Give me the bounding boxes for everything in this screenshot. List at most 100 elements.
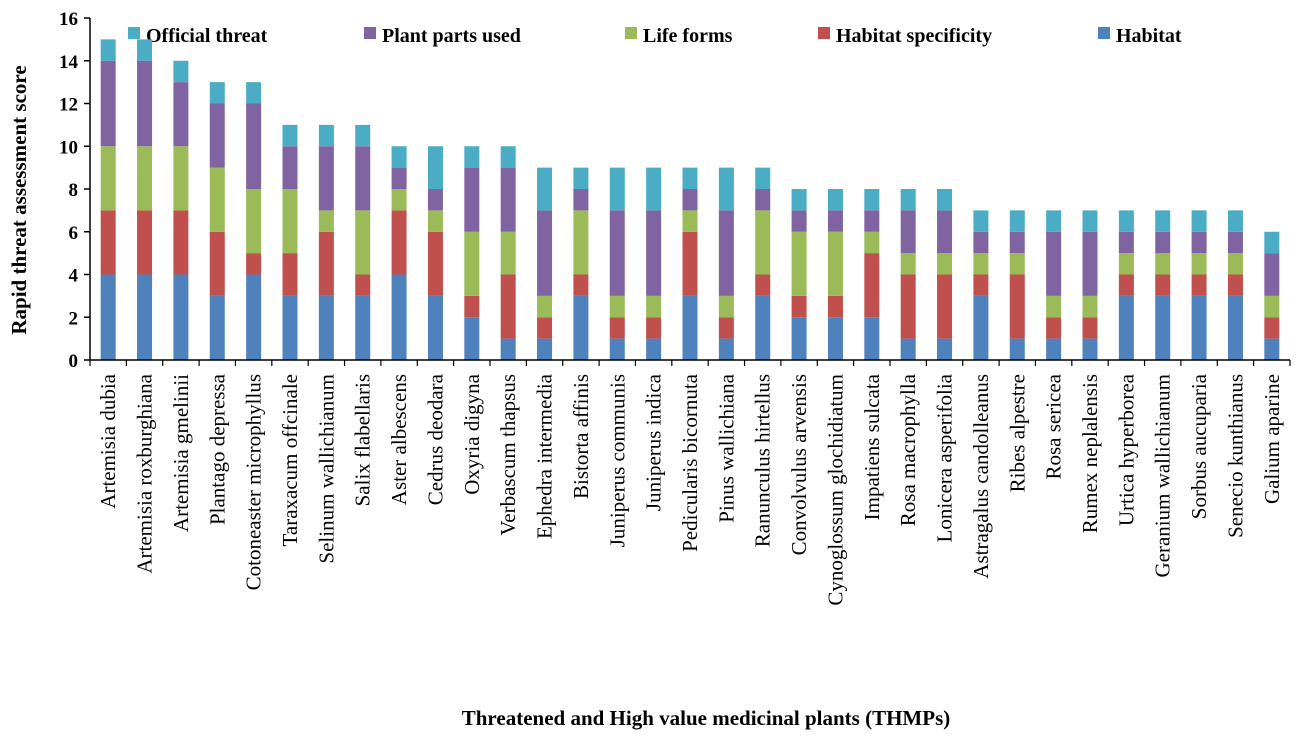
legend-swatch [1098,27,1110,39]
bar-segment-plant-parts-used [864,210,880,232]
x-category-label: Taraxacum offcinale [278,374,302,546]
bar-segment-life-forms [755,210,771,275]
bar-segment-habitat-specificity [864,253,880,318]
x-category-label: Cedrus deodara [423,373,447,505]
y-tick-label: 4 [69,266,79,287]
bar-segment-habitat [209,295,225,360]
bar-segment-habitat [718,338,734,360]
bar-segment-official-threat [427,146,443,189]
x-category-label: Sorbus aucuparia [1187,373,1211,519]
bar-segment-official-threat [973,210,989,232]
x-category-label: Cotoneaster microphyllus [242,374,266,590]
bar-segment-life-forms [1191,253,1207,275]
bar-segment-life-forms [355,210,371,275]
bar-segment-official-threat [137,39,153,61]
bar-segment-habitat-specificity [137,210,153,275]
bar-segment-habitat-specificity [900,274,916,339]
bar-segment-life-forms [1118,253,1134,275]
bar-segment-plant-parts-used [1082,231,1098,296]
bar-segment-plant-parts-used [427,189,443,211]
x-category-label: Galium aparine [1260,374,1284,504]
y-tick-label: 6 [69,223,79,244]
bar-segment-official-threat [791,189,807,211]
bar-segment-plant-parts-used [318,146,334,211]
bar-segment-habitat [1227,295,1243,360]
bar-segment-life-forms [1227,253,1243,275]
x-category-label: Geranium wallichianum [1151,374,1175,578]
legend-label: Life forms [643,25,733,47]
bar-segment-habitat-specificity [173,210,189,275]
bar-segment-official-threat [864,189,880,211]
bar-segment-official-threat [682,167,698,189]
bar-segment-official-threat [1227,210,1243,232]
bar-segment-official-threat [1191,210,1207,232]
x-category-label: Senecio kunthianus [1223,374,1247,538]
bar-segment-habitat [827,317,843,360]
bar-segment-habitat [1118,295,1134,360]
legend-swatch [818,27,830,39]
bar-segment-habitat-specificity [609,317,625,339]
legend-swatch [128,27,140,39]
bar-segment-plant-parts-used [609,210,625,296]
bar-segment-habitat [900,338,916,360]
bar-segment-life-forms [391,189,407,211]
bar-segment-habitat [973,295,989,360]
y-tick-label: 14 [59,52,79,73]
bar-segment-official-threat [1082,210,1098,232]
bar-segment-habitat-specificity [318,231,334,296]
bar-segment-official-threat [1009,210,1025,232]
bar-segment-habitat-specificity [1191,274,1207,296]
bar-segment-plant-parts-used [173,82,189,147]
x-category-label: Convolvulus arvensis [787,374,811,555]
bar-segment-official-threat [282,124,298,147]
bar-segment-habitat-specificity [1264,317,1280,339]
bar-segment-plant-parts-used [937,210,953,254]
x-category-label: Oxyria digyna [460,373,484,494]
bar-segment-plant-parts-used [755,189,771,211]
bar-segment-habitat-specificity [100,210,116,275]
bar-segment-habitat [1046,338,1062,360]
bar-segment-plant-parts-used [973,231,989,254]
bar-segment-habitat-specificity [209,231,225,296]
x-category-label: Astragalus candolleanus [969,374,993,579]
bar-segment-plant-parts-used [1227,231,1243,254]
x-category-label: Juniperus communis [605,374,629,547]
bar-segment-official-threat [609,167,625,211]
bar-segment-official-threat [318,124,334,147]
legend: Official threat Plant parts used Life form… [128,25,1182,47]
x-category-label: Rosa sericea [1042,373,1066,479]
bar-segment-plant-parts-used [646,210,662,296]
bar-segment-life-forms [864,231,880,254]
bar-segment-habitat-specificity [573,274,589,296]
y-axis: 0 2 4 6 8 10 12 14 16 [59,9,91,372]
bar-segment-habitat-specificity [427,231,443,296]
bar-segment-plant-parts-used [209,103,225,168]
bar-segment-habitat-specificity [682,231,698,296]
bar-segment-life-forms [1046,295,1062,318]
bar-segment-plant-parts-used [537,210,553,296]
bar-segment-official-threat [755,167,771,189]
bar-segment-habitat-specificity [827,295,843,318]
bar-segment-life-forms [464,231,480,296]
bar-segment-life-forms [282,189,298,254]
bar-segment-habitat-specificity [755,274,771,296]
bar-segment-habitat [1009,338,1025,360]
bar-segment-habitat-specificity [391,210,407,275]
bar-segment-life-forms [646,295,662,318]
legend-swatch [364,27,376,39]
x-category-label: Plantago depressa [205,373,229,525]
bar-segment-official-threat [391,146,407,168]
bar-segment-habitat [137,274,153,360]
bar-segment-official-threat [900,189,916,211]
bar-segment-habitat-specificity [464,295,480,318]
y-tick-label: 0 [69,351,79,372]
bar-segment-official-threat [100,39,116,61]
bar-segment-life-forms [318,210,334,232]
bar-segment-plant-parts-used [1046,231,1062,296]
x-category-label: Ribes alpestre [1005,374,1029,492]
bar-segment-habitat [537,338,553,360]
bar-segment-life-forms [537,295,553,318]
bar-segment-plant-parts-used [137,60,153,147]
bar-segment-habitat-specificity [1046,317,1062,339]
bar-segment-habitat-specificity [646,317,662,339]
